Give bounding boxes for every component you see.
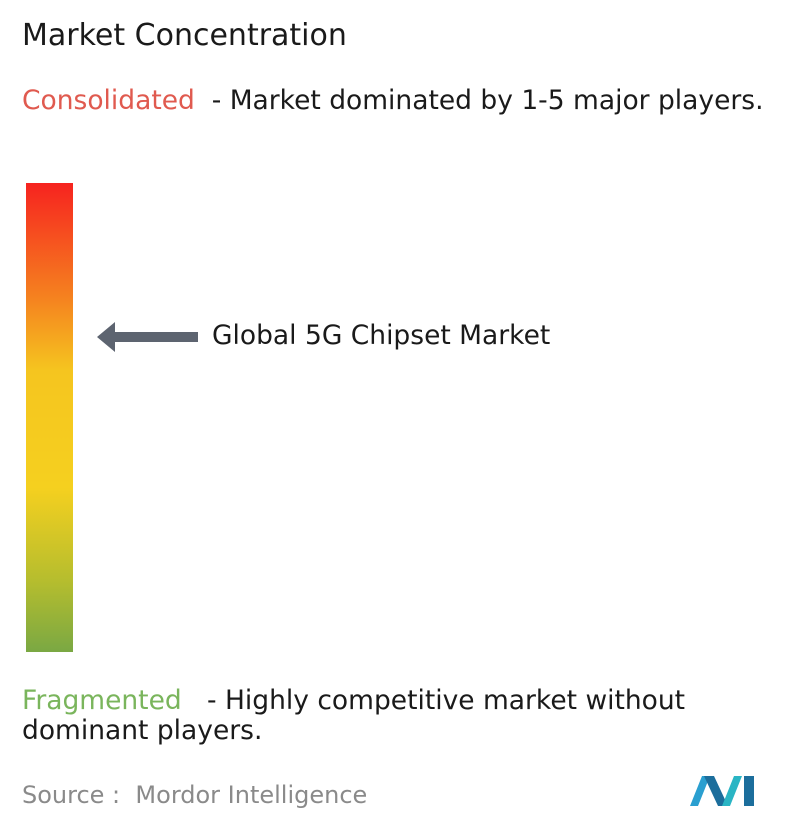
title: Market Concentration [22, 18, 347, 53]
arrow [97, 322, 198, 352]
logo-part [722, 776, 742, 806]
consolidated-label: Consolidated [22, 85, 195, 116]
logo [690, 776, 754, 806]
source-prefix: Source : [22, 781, 121, 809]
market-label: Global 5G Chipset Market [212, 320, 551, 351]
fragmented-text: Fragmented - Highly competitive market w… [22, 686, 792, 746]
consolidated-text: Consolidated - Market dominated by 1-5 m… [22, 86, 792, 116]
fragmented-description: - Highly competitive market without domi… [22, 685, 686, 746]
source-name: Mordor Intelligence [135, 781, 368, 809]
source: Source : Mordor Intelligence [22, 781, 367, 809]
logo-part [690, 776, 710, 806]
fragmented-label: Fragmented [22, 685, 182, 716]
logo-part [704, 776, 728, 806]
consolidated-description: - Market dominated by 1-5 major players. [211, 85, 764, 116]
arrow-shape [97, 322, 198, 352]
gradient-bar [26, 183, 73, 652]
logo-part [744, 776, 754, 806]
